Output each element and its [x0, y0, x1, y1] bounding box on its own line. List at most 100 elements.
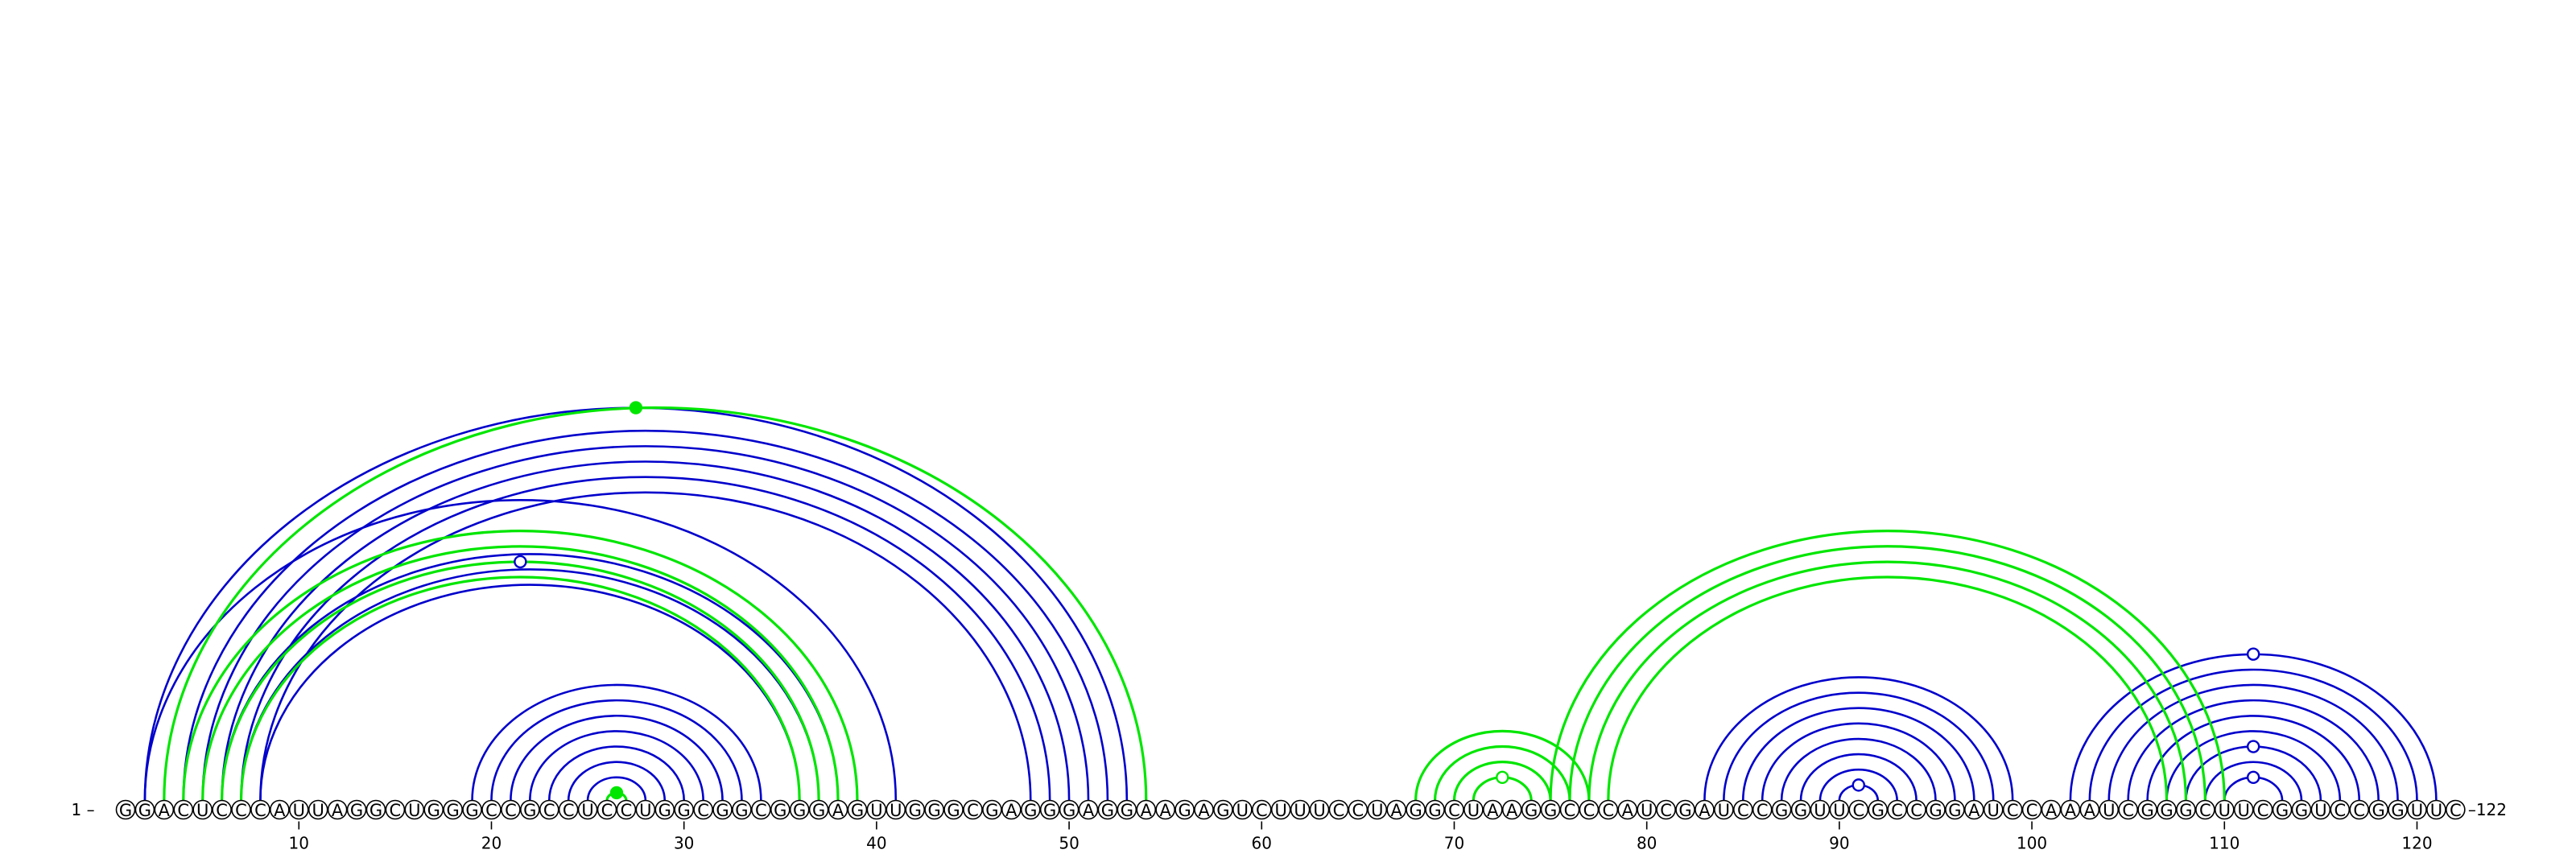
- green-pair-arc: [182, 530, 859, 801]
- hollow-marker: [2246, 740, 2260, 753]
- nucleotide-letter: A: [1198, 801, 1210, 820]
- nucleotide-letter: U: [293, 801, 305, 820]
- nucleotide-circle: [2157, 799, 2177, 820]
- blue-pair-arc: [510, 714, 724, 801]
- nucleotide-letter: A: [159, 801, 171, 820]
- nucleotide-letter: A: [1159, 801, 1171, 820]
- nucleotide: A: [2041, 799, 2062, 820]
- nucleotide-letter: G: [2160, 801, 2173, 820]
- nucleotide-letter: G: [1101, 801, 1114, 820]
- tick-label: 80: [1637, 834, 1657, 853]
- nucleotide-letter: A: [1487, 801, 1499, 820]
- nucleotide-circle: [2252, 799, 2273, 820]
- nucleotide-letter: C: [621, 801, 633, 820]
- tick-label: 50: [1059, 834, 1079, 853]
- nucleotide-letter: U: [1371, 801, 1383, 820]
- nucleotide-circle: [308, 799, 328, 820]
- nucleotide-circle: [693, 799, 713, 820]
- blue-pair-arc: [182, 430, 1109, 801]
- nucleotide-letter: A: [332, 801, 344, 820]
- nucleotide-letter: G: [2391, 801, 2404, 820]
- nucleotide-circle: [1868, 799, 1889, 820]
- nucleotide-circle: [1309, 799, 1330, 820]
- nucleotide-letter: C: [1448, 801, 1460, 820]
- nucleotide-circle: [2060, 799, 2081, 820]
- nucleotide: U: [1463, 799, 1484, 820]
- nucleotide-circle: [635, 799, 656, 820]
- nucleotide-letter: U: [312, 801, 324, 820]
- nucleotide-circle: [520, 799, 540, 820]
- nucleotide-letter: C: [1660, 801, 1672, 820]
- nucleotide: U: [1270, 799, 1291, 820]
- nucleotide: U: [2233, 799, 2254, 820]
- nucleotide-circle: [385, 799, 406, 820]
- nucleotide-letter: G: [119, 801, 132, 820]
- blue-pair-arc: [2127, 699, 2380, 801]
- nucleotide-circle: [2195, 799, 2215, 820]
- nucleotide-letter: G: [812, 801, 825, 820]
- nucleotide: G: [2272, 799, 2293, 820]
- nucleotide-circle: [154, 799, 175, 820]
- start-label: 1 –: [72, 800, 95, 819]
- nucleotide: C: [385, 799, 406, 820]
- nucleotide-letter: C: [1352, 801, 1364, 820]
- tick-label: 70: [1444, 834, 1464, 853]
- nucleotide-letter: C: [235, 801, 247, 820]
- nucleotide: C: [1848, 799, 1869, 820]
- nucleotide: C: [558, 799, 579, 820]
- nucleotide-letter: G: [1929, 801, 1942, 820]
- tick-label: 100: [2017, 834, 2047, 853]
- nucleotide: C: [1752, 799, 1773, 820]
- nucleotide: G: [1868, 799, 1889, 820]
- nucleotide-circle: [1232, 799, 1253, 820]
- nucleotide-letter: A: [1141, 801, 1153, 820]
- nucleotide-letter: G: [735, 801, 748, 820]
- nucleotide: U: [1290, 799, 1311, 820]
- nucleotide-circle: [1425, 799, 1445, 820]
- nucleotide-circle: [1579, 799, 1600, 820]
- nucleotide-circle: [1174, 799, 1195, 820]
- nucleotide-circle: [2407, 799, 2427, 820]
- nucleotide-circle: [443, 799, 463, 820]
- nucleotide: C: [616, 799, 637, 820]
- nucleotide: C: [231, 799, 251, 820]
- nucleotide: U: [192, 799, 213, 820]
- nucleotide-letter: G: [793, 801, 806, 820]
- nucleotide-circle: [1328, 799, 1349, 820]
- arc-layer: [143, 406, 2438, 801]
- nucleotide-circle: [2330, 799, 2351, 820]
- nucleotide-letter: U: [870, 801, 882, 820]
- nucleotide: C: [751, 799, 771, 820]
- blue-pair-arc: [221, 553, 840, 801]
- filled-marker: [629, 401, 643, 415]
- nucleotide: G: [924, 799, 944, 820]
- nucleotide: C: [1251, 799, 1272, 820]
- nucleotide: G: [789, 799, 810, 820]
- nucleotide-circle: [1810, 799, 1831, 820]
- nucleotide: U: [2099, 799, 2120, 820]
- nucleotide-letter: G: [446, 801, 459, 820]
- nucleotide: A: [1617, 799, 1638, 820]
- nucleotide-circle: [558, 799, 579, 820]
- nucleotide-letter: A: [1506, 801, 1518, 820]
- nucleotide-circle: [250, 799, 270, 820]
- nucleotide-letter: G: [947, 801, 960, 820]
- nucleotide: U: [866, 799, 887, 820]
- nucleotide: A: [1136, 799, 1157, 820]
- nucleotide-letter: G: [1678, 801, 1691, 820]
- blue-pair-arc: [567, 761, 667, 801]
- tick-label: 110: [2209, 834, 2240, 853]
- nucleotide: C: [2021, 799, 2042, 820]
- nucleotide-circle: [1059, 799, 1080, 820]
- nucleotide-circle: [134, 799, 155, 820]
- nucleotide-letter: G: [1063, 801, 1075, 820]
- nucleotide-letter: C: [1891, 801, 1903, 820]
- nucleotide: A: [1386, 799, 1407, 820]
- nucleotide: G: [423, 799, 444, 820]
- nucleotide: G: [115, 799, 136, 820]
- blue-pair-arc: [1818, 768, 1898, 801]
- nucleotide: C: [1732, 799, 1753, 820]
- nucleotide-letter: U: [639, 801, 651, 820]
- nucleotide-circle: [1463, 799, 1484, 820]
- nucleotide: G: [712, 799, 733, 820]
